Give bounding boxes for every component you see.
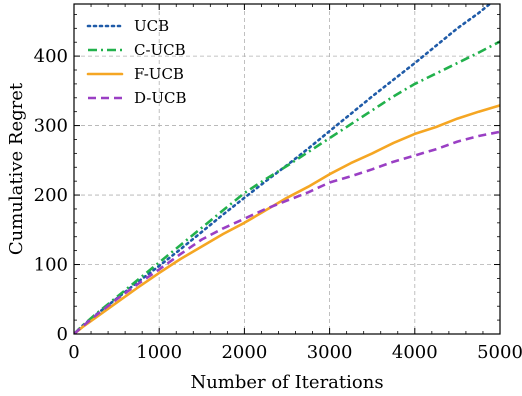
series-lines (74, 4, 500, 334)
legend-label-f-ucb: F-UCB (134, 65, 184, 83)
x-tick-label: 0 (68, 342, 79, 363)
plot-frame (73, 3, 501, 335)
x-tick-label: 4000 (392, 342, 438, 363)
y-tick-label: 0 (57, 324, 68, 345)
series-line-d-ucb (74, 130, 500, 334)
series-line-f-ucb (74, 104, 500, 334)
legend-label-c-ucb: C-UCB (134, 41, 186, 59)
legend: UCB C-UCB F-UCB D-UCB (86, 17, 187, 107)
x-axis-label: Number of Iterations (190, 372, 383, 393)
grid (74, 4, 500, 334)
axis-ticks: 0 1000 2000 3000 4000 5000 0 100 200 300 400 (34, 4, 522, 363)
x-tick-label: 1000 (136, 342, 182, 363)
x-tick-label: 2000 (221, 342, 267, 363)
x-tick-label: 5000 (477, 342, 522, 363)
x-tick-label: 3000 (307, 342, 353, 363)
y-tick-label: 400 (34, 46, 68, 67)
legend-label-ucb: UCB (134, 17, 169, 35)
legend-label-d-ucb: D-UCB (134, 89, 187, 107)
series-line-c-ucb (74, 40, 500, 334)
y-tick-label: 300 (34, 116, 68, 137)
y-tick-label: 100 (34, 255, 68, 276)
y-tick-label: 200 (34, 185, 68, 206)
y-axis-label: Cumulative Regret (6, 82, 27, 255)
